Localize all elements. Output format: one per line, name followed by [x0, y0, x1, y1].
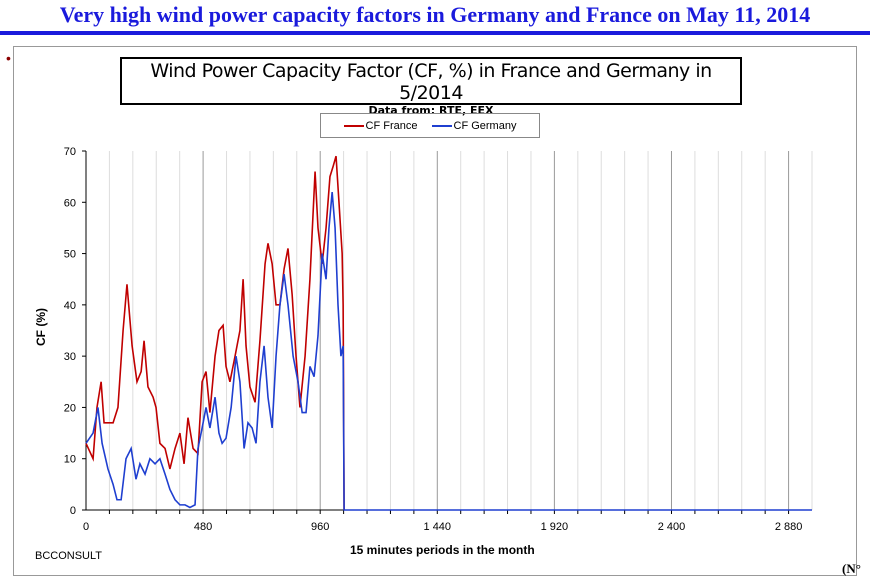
- chart-title: Wind Power Capacity Factor (CF, %) in Fr…: [150, 60, 712, 104]
- chart-frame: [13, 46, 857, 576]
- legend-label: CF France: [365, 119, 418, 132]
- title-divider: [0, 31, 870, 35]
- legend: CF France CF Germany: [320, 113, 540, 138]
- bullet-icon: •: [6, 50, 11, 66]
- y-tick-label: 20: [64, 402, 76, 414]
- series-line-germany: [85, 191, 812, 511]
- x-axis-label: 15 minutes periods in the month: [350, 543, 535, 557]
- corner-text: (N°: [842, 561, 861, 576]
- credit-text: BCCONSULT: [35, 550, 103, 562]
- y-axis-label: CF (%): [34, 308, 48, 346]
- x-tick-label: 1 920: [541, 521, 569, 533]
- x-tick-label: 480: [194, 521, 212, 533]
- legend-item-france: CF France: [343, 119, 418, 132]
- legend-swatch-france: [343, 124, 364, 127]
- x-tick-label: 2 880: [775, 521, 803, 533]
- legend-item-germany: CF Germany: [431, 119, 517, 132]
- x-tick-label: 2 400: [658, 521, 686, 533]
- series-line-france: [85, 155, 345, 511]
- x-tick-label: 960: [311, 521, 329, 533]
- y-tick-label: 10: [64, 454, 76, 466]
- y-tick-label: 0: [70, 505, 76, 517]
- y-tick-label: 30: [64, 351, 76, 363]
- y-tick-label: 60: [64, 197, 76, 209]
- slide-title: Very high wind power capacity factors in…: [59, 2, 811, 27]
- y-tick-label: 40: [64, 300, 76, 312]
- y-tick-label: 70: [64, 146, 76, 158]
- x-tick-label: 1 440: [424, 521, 452, 533]
- y-tick-label: 50: [64, 249, 76, 261]
- x-tick-label: 0: [83, 521, 89, 533]
- legend-label: CF Germany: [453, 119, 517, 132]
- legend-swatch-germany: [431, 124, 452, 127]
